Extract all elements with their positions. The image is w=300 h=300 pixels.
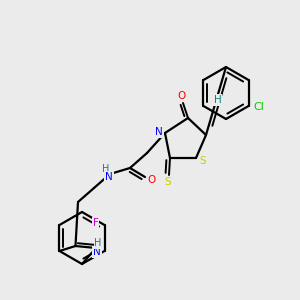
Text: N: N	[155, 127, 163, 137]
Text: N: N	[105, 172, 113, 182]
Text: O: O	[178, 91, 186, 101]
Text: H: H	[214, 95, 222, 105]
Text: Cl: Cl	[253, 102, 264, 112]
Text: N: N	[93, 247, 101, 257]
Text: F: F	[93, 218, 98, 228]
Text: S: S	[165, 177, 171, 187]
Text: O: O	[148, 175, 156, 185]
Text: S: S	[200, 156, 206, 166]
Text: H: H	[94, 238, 102, 248]
Text: H: H	[102, 164, 110, 174]
